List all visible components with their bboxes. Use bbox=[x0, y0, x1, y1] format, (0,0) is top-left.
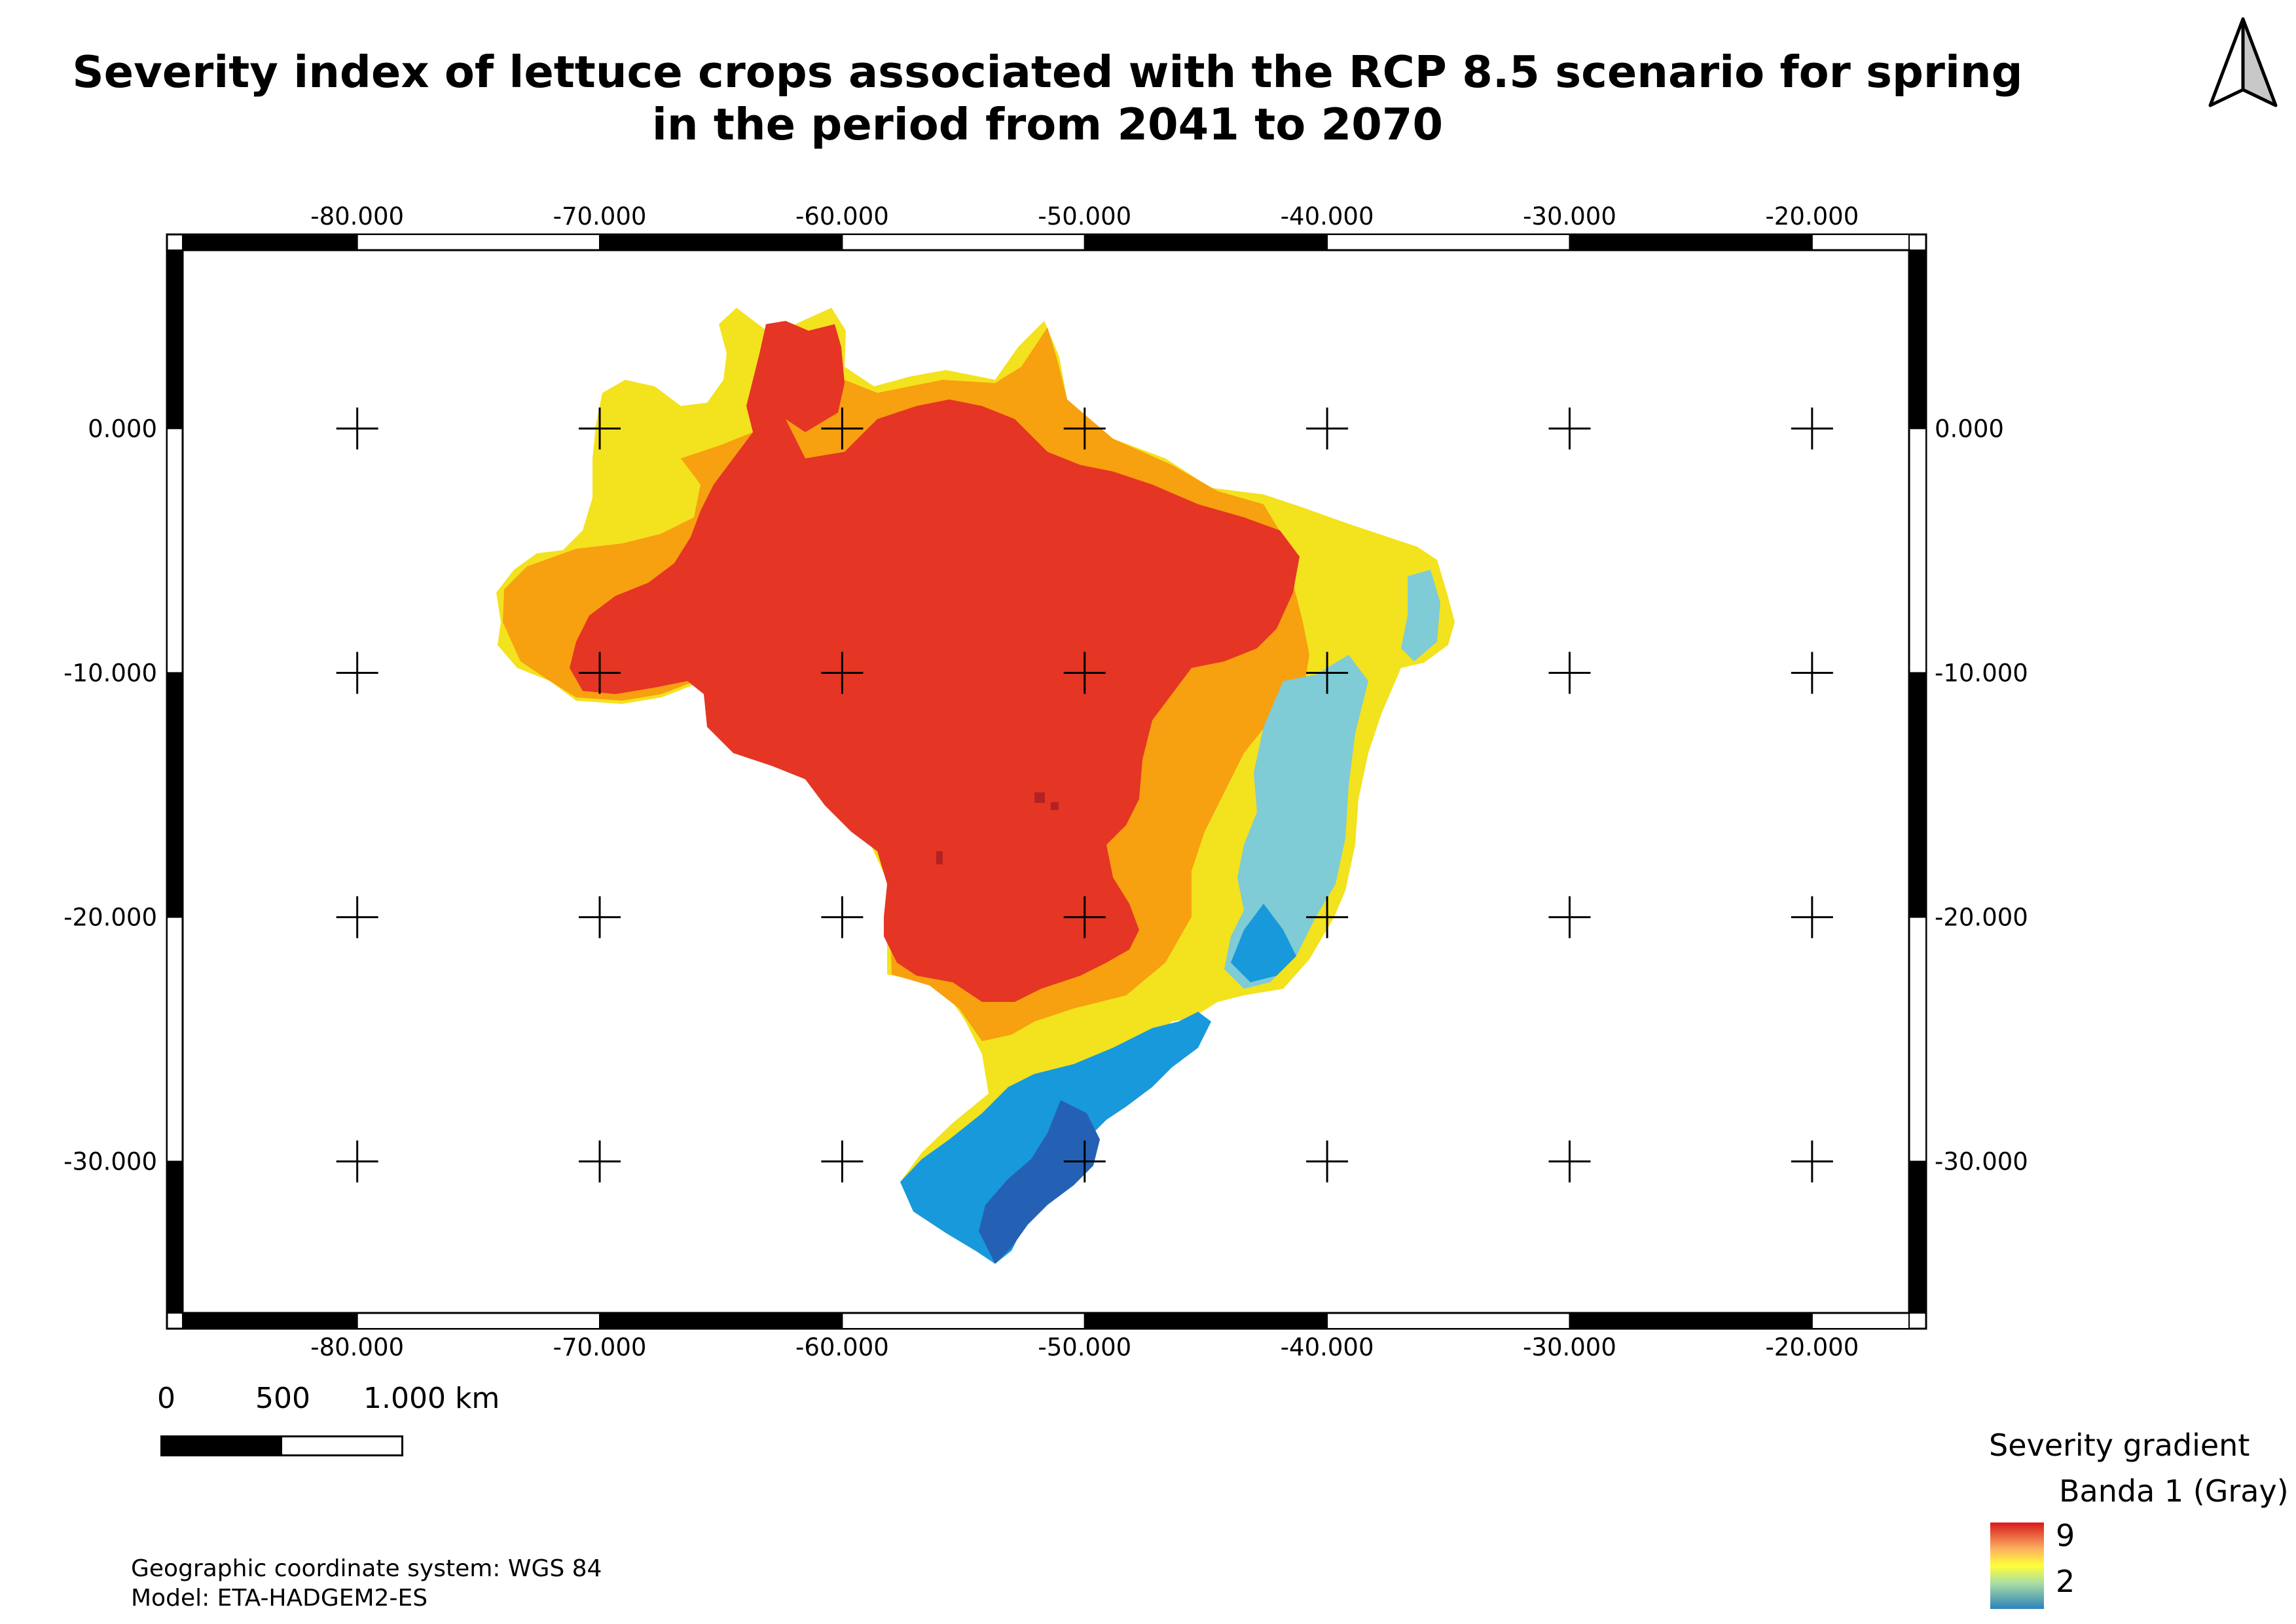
frame-segment-bottom bbox=[599, 1312, 843, 1329]
frame-segment-right bbox=[1908, 672, 1927, 918]
x-tick-label-top: -80.000 bbox=[310, 202, 404, 231]
x-tick-label-bottom: -80.000 bbox=[310, 1333, 404, 1361]
frame-segment-right bbox=[1908, 1160, 1927, 1314]
scale-bar: 0 500 1.000 km bbox=[157, 1382, 500, 1460]
x-tick-label-bottom: -40.000 bbox=[1281, 1333, 1374, 1361]
frame-segment-right bbox=[1908, 249, 1927, 430]
legend-title: Severity gradient bbox=[1989, 1428, 2250, 1463]
x-tick-label-top: -30.000 bbox=[1523, 202, 1616, 231]
y-tick-label-left: 0.000 bbox=[88, 415, 157, 443]
x-tick-label-top: -20.000 bbox=[1765, 202, 1859, 231]
scale-segment-white bbox=[280, 1435, 403, 1456]
tick-labels: -80.000 -80.000 -70.000 -70.000 -60.000 -60.0… bbox=[64, 202, 2028, 1361]
x-tick-label-bottom: -20.000 bbox=[1765, 1333, 1859, 1361]
frame-segment-top bbox=[1811, 234, 1910, 251]
frame-segment-bottom bbox=[1811, 1312, 1910, 1329]
severity-region-very-low bbox=[979, 1100, 1100, 1264]
frame-segment-bottom bbox=[1084, 1312, 1328, 1329]
severity-map-layers bbox=[496, 308, 1455, 1264]
y-tick-label-right: -30.000 bbox=[1935, 1148, 2028, 1176]
frame-segment-top bbox=[182, 234, 358, 251]
y-tick-label-left: -30.000 bbox=[64, 1148, 157, 1176]
frame-segment-left bbox=[166, 1160, 183, 1314]
frame-segment-bottom bbox=[1326, 1312, 1571, 1329]
frame-segment-top bbox=[356, 234, 601, 251]
severity-peak-1 bbox=[1034, 792, 1045, 803]
frame-segment-left bbox=[166, 672, 183, 918]
severity-peak-3 bbox=[936, 851, 943, 864]
x-tick-label-bottom: -60.000 bbox=[795, 1333, 889, 1361]
legend-color-ramp bbox=[1990, 1522, 2044, 1609]
grid-crosses bbox=[336, 407, 1833, 1183]
frame-segment-left bbox=[166, 249, 183, 430]
frame-segment-bottom bbox=[356, 1312, 601, 1329]
frame-segment-top bbox=[1326, 234, 1571, 251]
legend-band: Banda 1 (Gray) bbox=[2059, 1473, 2289, 1509]
scale-segment-black bbox=[160, 1435, 282, 1456]
y-tick-label-right: 0.000 bbox=[1935, 415, 2004, 443]
x-tick-label-bottom: -70.000 bbox=[553, 1333, 647, 1361]
frame-segment-right bbox=[1908, 916, 1927, 1162]
x-tick-label-bottom: -50.000 bbox=[1038, 1333, 1131, 1361]
scale-label-1000: 1.000 km bbox=[363, 1382, 500, 1415]
frame-segment-top bbox=[841, 234, 1085, 251]
severity-region-low-coast bbox=[1231, 904, 1296, 982]
severity-region-very-high bbox=[570, 321, 1300, 1002]
y-tick-label-left: -10.000 bbox=[64, 659, 157, 687]
crs-note: Geographic coordinate system: WGS 84 bbox=[131, 1555, 602, 1582]
severity-peak-2 bbox=[1051, 802, 1059, 810]
y-tick-label-right: -10.000 bbox=[1935, 659, 2028, 687]
frame-segment-top bbox=[1569, 234, 1813, 251]
legend-min-value: 2 bbox=[2056, 1564, 2075, 1599]
y-tick-label-right: -20.000 bbox=[1935, 904, 2028, 932]
severity-region-low-mid-ne bbox=[1401, 570, 1440, 661]
scale-label-0: 0 bbox=[157, 1382, 175, 1415]
x-tick-label-top: -40.000 bbox=[1281, 202, 1374, 231]
frame-segment-right bbox=[1908, 428, 1927, 674]
y-tick-label-left: -20.000 bbox=[64, 904, 157, 932]
frame-segment-top bbox=[599, 234, 843, 251]
frame-segment-bottom bbox=[182, 1312, 358, 1329]
frame-segment-bottom bbox=[841, 1312, 1085, 1329]
north-arrow-icon bbox=[2208, 17, 2278, 107]
frame-segment-left bbox=[166, 916, 183, 1162]
model-note: Model: ETA-HADGEM2-ES bbox=[131, 1585, 428, 1612]
x-tick-label-top: -50.000 bbox=[1038, 202, 1131, 231]
frame-segment-bottom bbox=[1569, 1312, 1813, 1329]
legend-max-value: 9 bbox=[2056, 1518, 2075, 1553]
x-tick-label-top: -70.000 bbox=[553, 202, 647, 231]
x-tick-label-top: -60.000 bbox=[795, 202, 889, 231]
map-title: Severity index of lettuce crops associat… bbox=[72, 46, 2023, 150]
frame-segments bbox=[166, 234, 1927, 1329]
x-tick-label-bottom: -30.000 bbox=[1523, 1333, 1616, 1361]
severity-region-low-mid bbox=[1224, 655, 1368, 989]
frame-segment-left bbox=[166, 428, 183, 674]
scale-label-500: 500 bbox=[255, 1382, 310, 1415]
frame-segment-top bbox=[1084, 234, 1328, 251]
